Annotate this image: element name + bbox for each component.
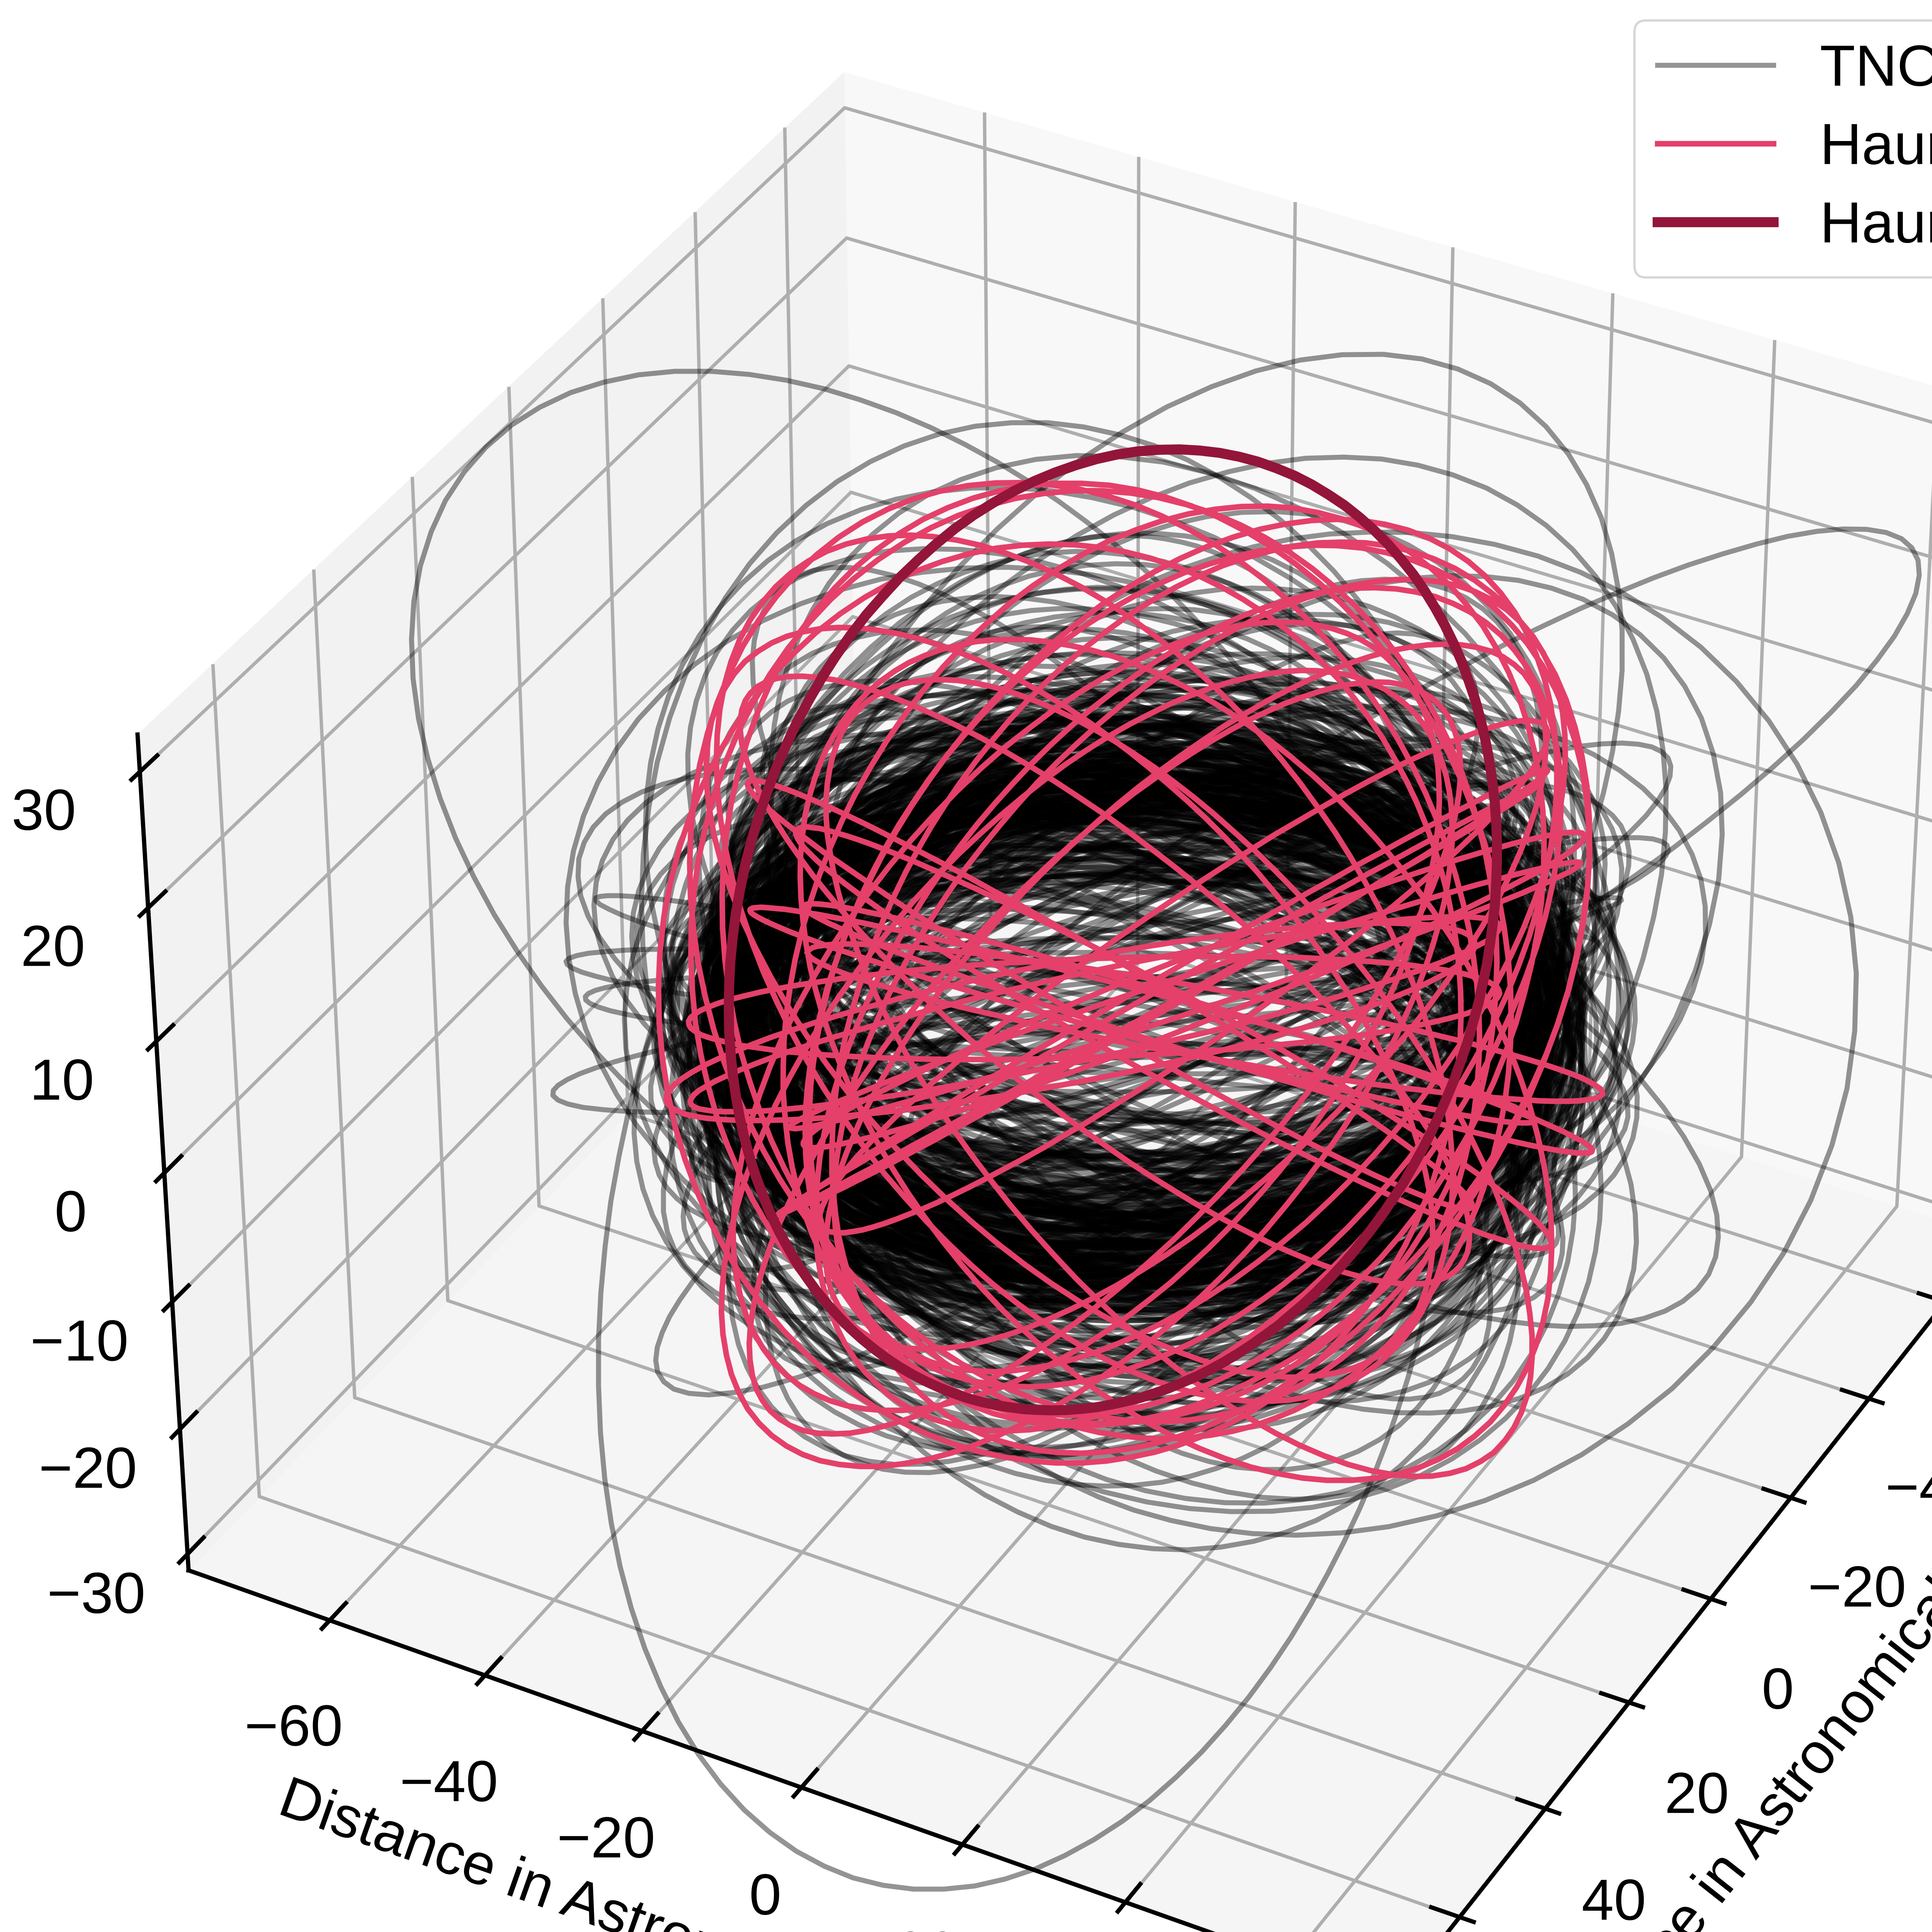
svg-text:−10: −10 bbox=[30, 1308, 128, 1373]
svg-text:−20: −20 bbox=[557, 1805, 655, 1870]
svg-text:20: 20 bbox=[21, 913, 85, 978]
svg-text:20: 20 bbox=[1665, 1760, 1729, 1825]
svg-text:−40: −40 bbox=[400, 1748, 498, 1813]
svg-text:0: 0 bbox=[54, 1179, 87, 1243]
svg-text:20: 20 bbox=[894, 1920, 959, 1932]
svg-text:−60: −60 bbox=[245, 1693, 343, 1758]
svg-text:Haumea Family: Haumea Family bbox=[1820, 112, 1932, 177]
svg-text:0: 0 bbox=[1762, 1656, 1794, 1721]
svg-text:10: 10 bbox=[30, 1047, 94, 1112]
svg-text:0: 0 bbox=[749, 1862, 781, 1927]
svg-text:−20: −20 bbox=[39, 1435, 137, 1500]
svg-text:30: 30 bbox=[12, 777, 76, 842]
svg-text:40: 40 bbox=[1582, 1867, 1646, 1932]
svg-text:TNO: TNO bbox=[1820, 33, 1932, 98]
svg-text:−20: −20 bbox=[1808, 1554, 1906, 1619]
svg-text:−30: −30 bbox=[47, 1560, 145, 1625]
svg-text:−40: −40 bbox=[1885, 1454, 1932, 1519]
svg-text:Haumea: Haumea bbox=[1820, 190, 1932, 255]
